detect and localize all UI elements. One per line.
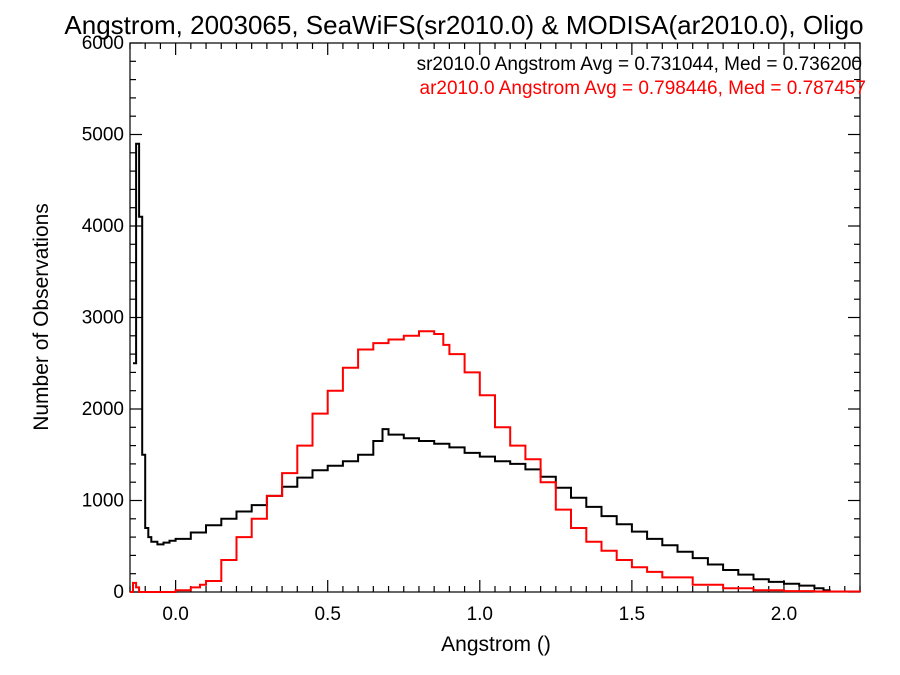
chart-title: Angstrom, 2003065, SeaWiFS(sr2010.0) & M…: [64, 10, 863, 40]
y-axis-label: Number of Observations: [30, 203, 53, 431]
x-axis-label: Angstrom (): [441, 633, 551, 656]
plot-frame: [129, 42, 861, 593]
y-tick-label: 0: [113, 582, 124, 603]
y-tick-label: 4000: [82, 216, 124, 237]
x-tick-label: 1.5: [619, 604, 645, 625]
legend-entry-ar2010: ar2010.0 Angstrom Avg = 0.798446, Med = …: [420, 78, 867, 99]
plot-area: 0 1000 2000 3000 4000 5000 6000 0.0 0.5 1.0 1.5 2.0: [82, 33, 861, 625]
x-tick-label: 1.0: [467, 604, 493, 625]
legend-entry-sr2010: sr2010.0 Angstrom Avg = 0.731044, Med = …: [417, 54, 862, 75]
series-line-ar2010: [130, 330, 861, 593]
x-tick-label: 0.5: [314, 604, 340, 625]
x-tick-label: 2.0: [771, 604, 797, 625]
y-tick-label: 6000: [82, 33, 124, 54]
y-tick-label: 1000: [82, 491, 124, 512]
x-tick-label: 0.0: [162, 604, 188, 625]
y-tick-label: 3000: [82, 308, 124, 329]
y-tick-label: 2000: [82, 399, 124, 420]
y-tick-label: 5000: [82, 125, 124, 146]
series-line-sr2010: [133, 142, 831, 592]
